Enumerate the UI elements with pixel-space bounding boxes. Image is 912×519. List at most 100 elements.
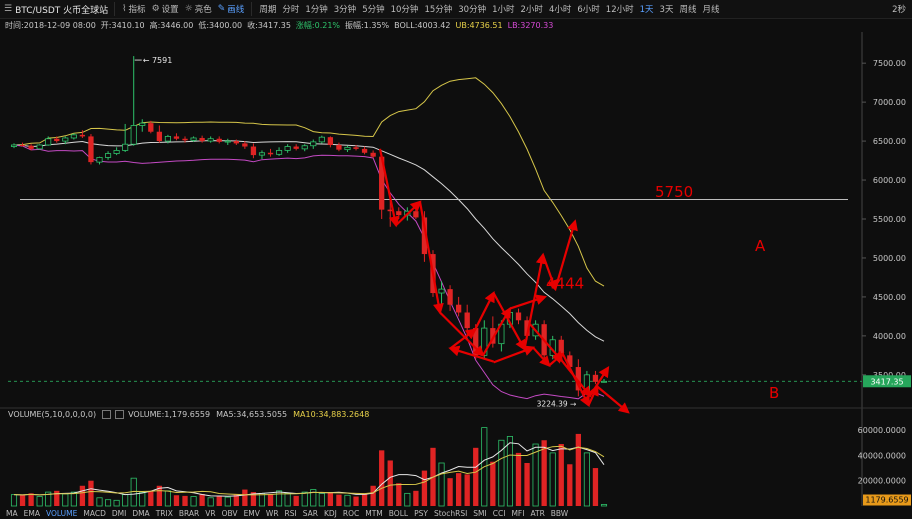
period-10[interactable]: 6小时	[577, 5, 600, 15]
volume-label: VOLUME(5,10,0,0,0,0)	[8, 410, 97, 419]
candle-body-16	[148, 123, 154, 132]
indicator-tab-1[interactable]: EMA	[23, 508, 40, 518]
volume-bar-34	[301, 491, 308, 507]
period-13[interactable]: 3天	[659, 5, 674, 15]
indicator-tab-14[interactable]: KDJ	[323, 508, 337, 518]
indicator-tab-7[interactable]: BRAR	[178, 508, 200, 518]
indicator-tab-12[interactable]: RSI	[284, 508, 297, 518]
toolbar: ☰ BTC/USDT 火币全球站 ⌇ 指标 ⚙ 设置 ☼ 亮色 ✎ 画线 周期 分时 1分…	[0, 0, 912, 19]
volume-bar-1	[19, 495, 26, 506]
period-8[interactable]: 2小时	[520, 5, 543, 15]
scenario-a-arrow-seg-2	[474, 291, 495, 331]
candle-body-6	[62, 137, 69, 142]
volume-bar-9	[88, 480, 94, 506]
indicator-tab-11[interactable]: WR	[265, 508, 279, 518]
drawn-down-arrow-seg-0	[529, 323, 564, 363]
period-0[interactable]: 分时	[282, 5, 300, 15]
period-12[interactable]: 1天	[639, 5, 654, 15]
tools-group: ⌇ 指标 ⚙ 设置 ☼ 亮色 ✎ 画线	[114, 2, 251, 16]
pencil-icon: ✎	[217, 4, 226, 14]
indicator-tab-6[interactable]: TRIX	[155, 508, 173, 518]
volume-bar-31	[276, 490, 283, 507]
volume-bar-51	[447, 478, 453, 506]
indicator-tab-18[interactable]: PSY	[414, 508, 428, 518]
candle-body-10	[96, 157, 103, 163]
indicator-tab-23[interactable]: ATR	[530, 508, 545, 518]
period-4[interactable]: 10分钟	[390, 5, 419, 15]
period-1[interactable]: 1分钟	[305, 5, 328, 15]
indicator-tab-24[interactable]: BBW	[550, 508, 569, 518]
gear-icon: ⚙	[151, 4, 160, 14]
indicator-tab-15[interactable]: ROC	[342, 508, 360, 518]
indicator-tab-16[interactable]: MTM	[365, 508, 383, 518]
indicators-label: 指标	[128, 5, 146, 15]
period-2[interactable]: 3分钟	[333, 5, 357, 15]
period-5[interactable]: 15分钟	[424, 5, 453, 15]
period-11[interactable]: 12小时	[605, 5, 634, 15]
pair-label: BTC/USDT 火币全球站	[15, 5, 109, 16]
indicator-tab-22[interactable]: MFI	[511, 508, 525, 518]
indicator-tab-13[interactable]: SAR	[302, 508, 318, 518]
indicator-tab-9[interactable]: OBV	[221, 508, 238, 518]
volume-bar-64	[558, 444, 564, 506]
indicator-tab-17[interactable]: BOLL	[388, 508, 409, 518]
volume-settings-box[interactable]	[102, 410, 112, 419]
period-14[interactable]: 周线	[679, 5, 697, 15]
indicators-button[interactable]: ⌇ 指标	[119, 3, 148, 15]
candle-body-3	[36, 144, 43, 150]
indicator-tab-19[interactable]: StochRSI	[433, 508, 468, 518]
volume-bar-4	[45, 491, 52, 507]
scenario-a-arrow-seg-4	[523, 252, 547, 350]
volume-bar-28	[250, 492, 257, 506]
pair-selector[interactable]: ☰ BTC/USDT 火币全球站	[0, 3, 114, 16]
volume-tick-label-1: 40000.0000	[858, 451, 906, 460]
indicator-tab-3[interactable]: MACD	[83, 508, 106, 518]
candle-body-29	[258, 152, 266, 156]
candle-body-64	[558, 339, 564, 356]
scenario-b-arrow-seg-1	[532, 346, 551, 368]
theme-button[interactable]: ☼ 亮色	[182, 3, 215, 15]
indicator-tabs: MA EMA VOLUME MACD DMI DMA TRIX BRAR VR OBV EMV WR R…	[0, 507, 860, 519]
volume-bar-33	[293, 495, 299, 506]
period-7[interactable]: 1小时	[492, 5, 515, 15]
volume-bar-48	[421, 470, 428, 506]
indicator-tab-21[interactable]: CCI	[492, 508, 506, 518]
draw-button[interactable]: ✎ 画线	[215, 3, 248, 15]
candle-body-39	[344, 146, 351, 151]
candle-body-7	[70, 134, 77, 139]
indicator-tab-8[interactable]: VR	[205, 508, 216, 518]
scenario-a-arrow-seg-0	[448, 345, 494, 363]
indicator-tab-0[interactable]: MA	[6, 508, 18, 518]
volume-bar-42	[370, 485, 376, 506]
boll-upper-line	[13, 77, 605, 287]
volume-bar-59	[515, 452, 522, 506]
indicator-tab-20[interactable]: SMI	[473, 508, 487, 518]
volume-ma10: MA10:34,883.2648	[293, 410, 370, 419]
candle-body-44	[387, 209, 393, 212]
indicator-tab-2[interactable]: VOLUME	[45, 508, 78, 518]
refresh-interval[interactable]: 2秒	[892, 5, 906, 15]
settings-button[interactable]: ⚙ 设置	[149, 3, 182, 15]
indicator-tab-10[interactable]: EMV	[243, 508, 260, 518]
volume-bar-52	[455, 473, 462, 506]
period-15[interactable]: 月线	[702, 5, 720, 15]
boll-lower-line	[13, 144, 605, 400]
candle-body-34	[301, 145, 308, 150]
price-tick-label-7: 4000.00	[873, 332, 906, 341]
volume-bar-15	[139, 491, 146, 507]
volume-bar-66	[575, 433, 581, 506]
volume-close-box[interactable]	[115, 410, 125, 419]
volume-bar-32	[284, 492, 291, 507]
indicator-tab-4[interactable]: DMI	[111, 508, 127, 518]
volume-bar-36	[318, 492, 325, 507]
period-9[interactable]: 4小时	[548, 5, 572, 15]
candle-body-14	[130, 125, 137, 145]
candle-body-68	[592, 374, 599, 382]
indicator-tab-5[interactable]: DMA	[132, 508, 150, 518]
info-open: 开:3410.10	[100, 20, 145, 30]
info-close: 收:3417.35	[247, 20, 291, 30]
scenario-b-arrow-seg-4	[587, 384, 599, 406]
period-6[interactable]: 30分钟	[458, 5, 487, 15]
period-3[interactable]: 5分钟	[362, 5, 385, 15]
